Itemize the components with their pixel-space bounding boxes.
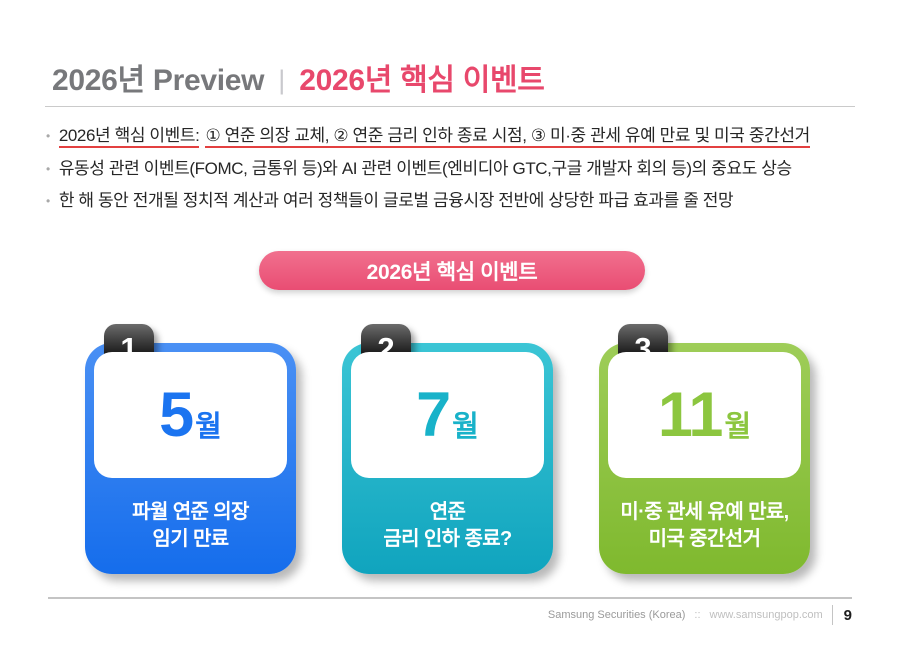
bullet-marker: • [46,194,50,208]
event-card-may: 1 5 월 파월 연준 의장 임기 만료 [85,324,296,574]
card-caption: 미·중 관세 유예 만료, 미국 중간선거 [599,478,810,574]
month-unit: 월 [452,411,479,443]
month-number: 7 [416,380,451,450]
bullet-marker: • [46,161,50,176]
card-caption-line1: 연준 [429,501,466,523]
title-divider: | [278,65,286,95]
footer-divider [831,605,833,625]
bullet-list: • 2026년 핵심 이벤트: ① 연준 의장 교체, ② 연준 금리 인하 종료… [46,120,858,218]
card-caption-line2: 금리 인하 종료? [383,528,512,550]
card-caption: 파월 연준 의장 임기 만료 [85,478,296,574]
bullet-item-2: • 유동성 관련 이벤트(FOMC, 금통위 등)와 AI 관련 이벤트(엔비디… [46,153,858,186]
card-month: 5 월 [159,379,222,451]
event-card-november: 3 11 월 미·중 관세 유예 만료, 미국 중간선거 [599,324,810,574]
page-title: 2026년 Preview | 2026년 핵심 이벤트 [52,55,545,99]
bullet-item-3: • 한 해 동안 전개될 정치적 계산과 여러 정책들이 글로벌 금융시장 전반… [46,185,858,218]
page-title-right: 2026년 핵심 이벤트 [299,64,545,97]
footer-separator: :: [694,609,701,621]
card-caption-line1: 미·중 관세 유예 만료, [620,501,789,523]
card-month: 11 월 [658,379,751,451]
month-number: 11 [657,380,724,450]
footer-rule [48,597,852,599]
page-number: 9 [843,606,852,624]
footer: Samsung Securities (Korea) :: www.samsun… [548,603,852,627]
bullet-item-1: • 2026년 핵심 이벤트: ① 연준 의장 교체, ② 연준 금리 인하 종료… [46,120,858,153]
bullet-text: 유동성 관련 이벤트(FOMC, 금통위 등)와 AI 관련 이벤트(엔비디아 … [58,158,792,178]
bullet-1-rest: ① 연준 의장 교체, ② 연준 금리 인하 종료 시점, ③ 미·중 관세 유… [205,126,810,148]
card-caption: 연준 금리 인하 종료? [342,478,553,574]
card-month-panel: 7 월 [351,352,544,478]
card-caption-line1: 파월 연준 의장 [132,501,249,523]
bullet-text: 한 해 동안 전개될 정치적 계산과 여러 정책들이 글로벌 금융시장 전반에 … [58,191,734,210]
bullet-1-lead: 2026년 핵심 이벤트: [58,126,200,148]
footer-website: www.samsungpop.com [709,609,823,621]
month-unit: 월 [195,411,222,443]
section-pill: 2026년 핵심 이벤트 [259,251,645,290]
bullet-text: 2026년 핵심 이벤트: ① 연준 의장 교체, ② 연준 금리 인하 종료 시… [58,120,810,153]
card-caption-line2: 미국 중간선거 [648,528,761,550]
card-caption-line2: 임기 만료 [152,528,229,550]
event-card-july: 2 7 월 연준 금리 인하 종료? [342,324,553,574]
title-rule [45,106,855,107]
month-unit: 월 [724,411,752,443]
card-month: 7 월 [416,379,479,451]
section-pill-label: 2026년 핵심 이벤트 [366,260,538,284]
page-title-left: 2026년 Preview [52,64,265,97]
footer-company: Samsung Securities (Korea) [547,609,686,621]
month-number: 5 [159,380,194,450]
card-month-panel: 5 월 [94,352,287,478]
bullet-marker: • [46,129,50,143]
card-month-panel: 11 월 [608,352,801,478]
